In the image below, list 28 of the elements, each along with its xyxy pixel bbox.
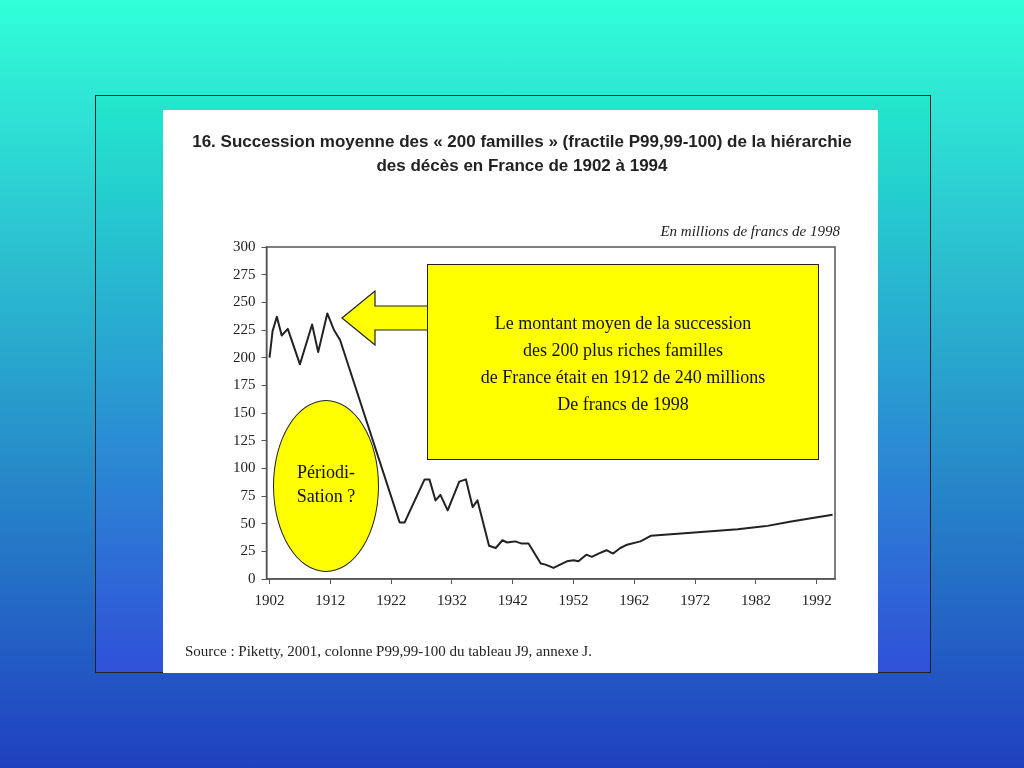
annotation: Le montant moyen de la succession des 200 plus riches familles de France était en 1912 de 240 millions De francs de 1998 (479, 312, 767, 416)
x-tick-label: 1972 (680, 591, 711, 608)
x-tick-label: 1942 (497, 591, 528, 608)
y-tick-label: 150 (233, 403, 256, 420)
x-tick-label: 1992 (801, 591, 832, 608)
x-tick-label: 1932 (436, 591, 467, 608)
x-tick-label: 1962 (619, 591, 650, 608)
y-tick-label: 100 (233, 459, 256, 476)
y-tick-label: 225 (233, 320, 256, 337)
y-tick-label: 0 (248, 569, 256, 586)
y-tick-label: 275 (233, 265, 256, 282)
source-note: Source : Piketty, 2001, colonne P99,99-100 du tableau J9, annexe J. (185, 643, 592, 660)
x-tick-label: 1912 (315, 591, 346, 608)
y-tick-label: 300 (233, 237, 256, 254)
y-tick-label: 25 (240, 542, 256, 559)
y-tick-label: 175 (233, 376, 256, 393)
x-tick-label: 1982 (740, 591, 771, 608)
x-tick-label: 1952 (558, 591, 589, 608)
y-tick-label: 50 (240, 514, 256, 531)
x-tick-label: 1902 (254, 591, 285, 608)
y-tick-label: 200 (233, 348, 256, 365)
chart-title: 16. Succession moyenne des « 200 familles » (fractile P99,99-100) de la hiérarchie des décès en France de 1902 à 1994 (192, 131, 852, 177)
y-tick-label: 250 (233, 293, 256, 310)
annotation: Périodi- Sation ? (295, 461, 357, 508)
chart-subtitle: En millions de francs de 1998 (660, 223, 840, 240)
y-tick-label: 125 (233, 431, 256, 448)
y-tick-label: 75 (240, 486, 256, 503)
x-tick-label: 1922 (376, 591, 407, 608)
